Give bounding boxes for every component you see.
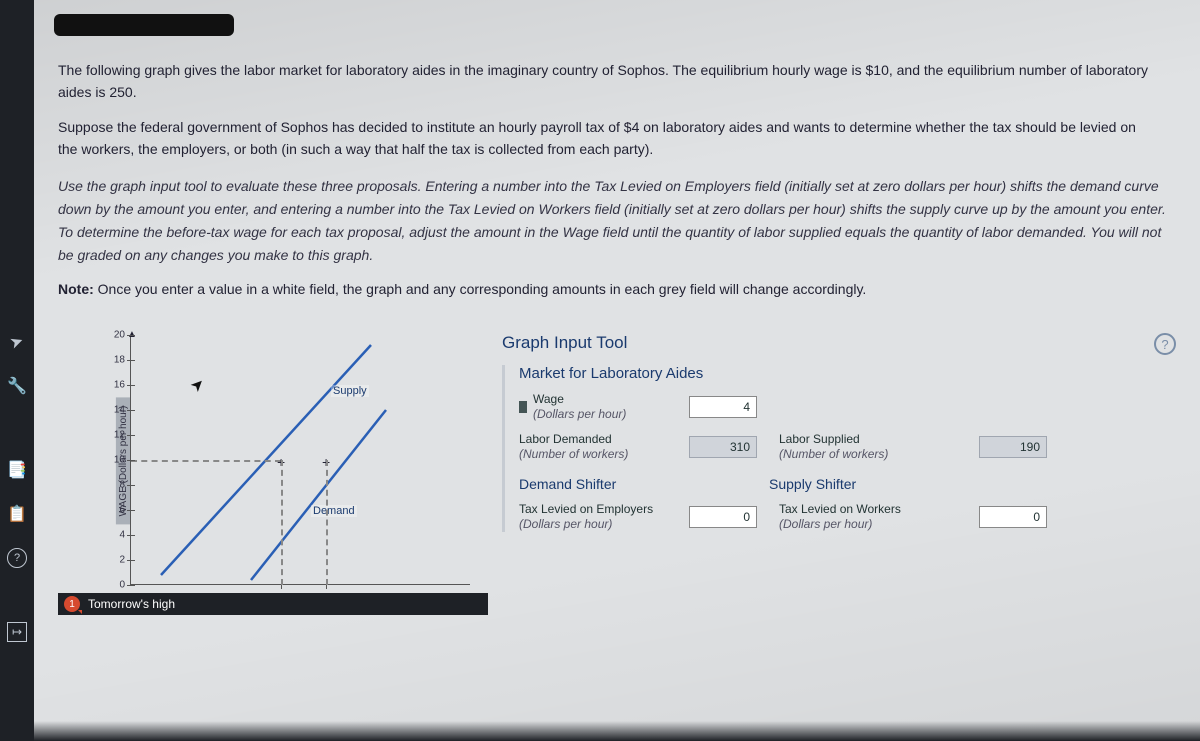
- intro-paragraph-1: The following graph gives the labor mark…: [58, 60, 1156, 103]
- demand-shifter-header: Demand Shifter: [519, 476, 769, 492]
- labor-demanded-label-block: Labor Demanded (Number of workers): [519, 432, 679, 462]
- wage-sublabel: (Dollars per hour): [533, 407, 626, 421]
- labor-supplied-label-block: Labor Supplied (Number of workers): [779, 432, 969, 462]
- intro-paragraph-2: Suppose the federal government of Sophos…: [58, 117, 1156, 160]
- tax-employers-input[interactable]: 0: [689, 506, 757, 528]
- taskbar-weather[interactable]: 1 Tomorrow's high: [58, 593, 488, 615]
- demand-line: [251, 410, 386, 580]
- labor-supplied-value: 190: [979, 436, 1047, 458]
- rail-exit-icon[interactable]: ↦: [7, 622, 27, 642]
- note-label: Note:: [58, 281, 94, 297]
- demand-label: Demand: [311, 505, 357, 517]
- labor-supplied-sublabel: (Number of workers): [779, 447, 888, 461]
- taskbar-badge-icon: 1: [64, 596, 80, 612]
- labor-demanded-value: 310: [689, 436, 757, 458]
- left-icon-rail: ➤ 🔧 📑 📋 ? ↦: [0, 0, 34, 741]
- labor-demanded-sublabel: (Number of workers): [519, 447, 628, 461]
- redacted-header: [54, 14, 234, 36]
- wage-bullet-icon: [519, 401, 527, 413]
- taskbar-weather-text: Tomorrow's high: [88, 597, 175, 611]
- bottom-fade: [34, 721, 1200, 741]
- rail-exit-glyph: ↦: [12, 625, 22, 639]
- tool-title: Graph Input Tool: [502, 333, 1176, 353]
- chart-container: WAGE (Dollars per hour) ▲ Supply Demand …: [58, 331, 488, 591]
- tool-help-glyph: ?: [1161, 337, 1168, 352]
- equilibrium-dashed-line: [131, 460, 281, 462]
- wage-input[interactable]: 4: [689, 396, 757, 418]
- note-line: Note: Once you enter a value in a white …: [58, 281, 1176, 297]
- badge-count: 1: [69, 599, 75, 610]
- tax-workers-sublabel: (Dollars per hour): [779, 517, 872, 531]
- rail-stack-icon[interactable]: 📑: [7, 460, 27, 480]
- tax-workers-label: Tax Levied on Workers: [779, 502, 901, 516]
- tax-employers-label-block: Tax Levied on Employers (Dollars per hou…: [519, 502, 679, 532]
- rail-help-icon[interactable]: ?: [7, 548, 27, 568]
- tax-employers-label: Tax Levied on Employers: [519, 502, 653, 516]
- question-intro: The following graph gives the labor mark…: [58, 60, 1176, 161]
- graph-input-tool: ? Graph Input Tool Market for Laboratory…: [502, 331, 1176, 542]
- tool-market-header: Market for Laboratory Aides: [519, 365, 1176, 382]
- supply-label: Supply: [331, 385, 369, 397]
- supply-shifter-header: Supply Shifter: [769, 476, 1176, 492]
- rail-clipboard-icon[interactable]: 📋: [7, 504, 27, 524]
- labor-supplied-label: Labor Supplied: [779, 432, 860, 446]
- tool-help-button[interactable]: ?: [1154, 333, 1176, 355]
- tax-workers-input[interactable]: 0: [979, 506, 1047, 528]
- chart-plot[interactable]: ▲ Supply Demand ➤ 20181614121086420 ++: [130, 335, 470, 585]
- labor-demanded-label: Labor Demanded: [519, 432, 612, 446]
- instructions-text: Use the graph input tool to evaluate the…: [58, 175, 1176, 267]
- rail-wrench-icon[interactable]: 🔧: [7, 376, 27, 396]
- wage-label: Wage: [533, 392, 564, 406]
- tax-employers-sublabel: (Dollars per hour): [519, 517, 612, 531]
- wage-label-block: Wage (Dollars per hour): [519, 392, 679, 422]
- tax-workers-label-block: Tax Levied on Workers (Dollars per hour): [779, 502, 969, 532]
- note-body: Once you enter a value in a white field,…: [98, 281, 867, 297]
- rail-help-glyph: ?: [14, 552, 20, 564]
- main-content: The following graph gives the labor mark…: [34, 0, 1200, 741]
- rail-cursor-icon[interactable]: ➤: [7, 330, 26, 353]
